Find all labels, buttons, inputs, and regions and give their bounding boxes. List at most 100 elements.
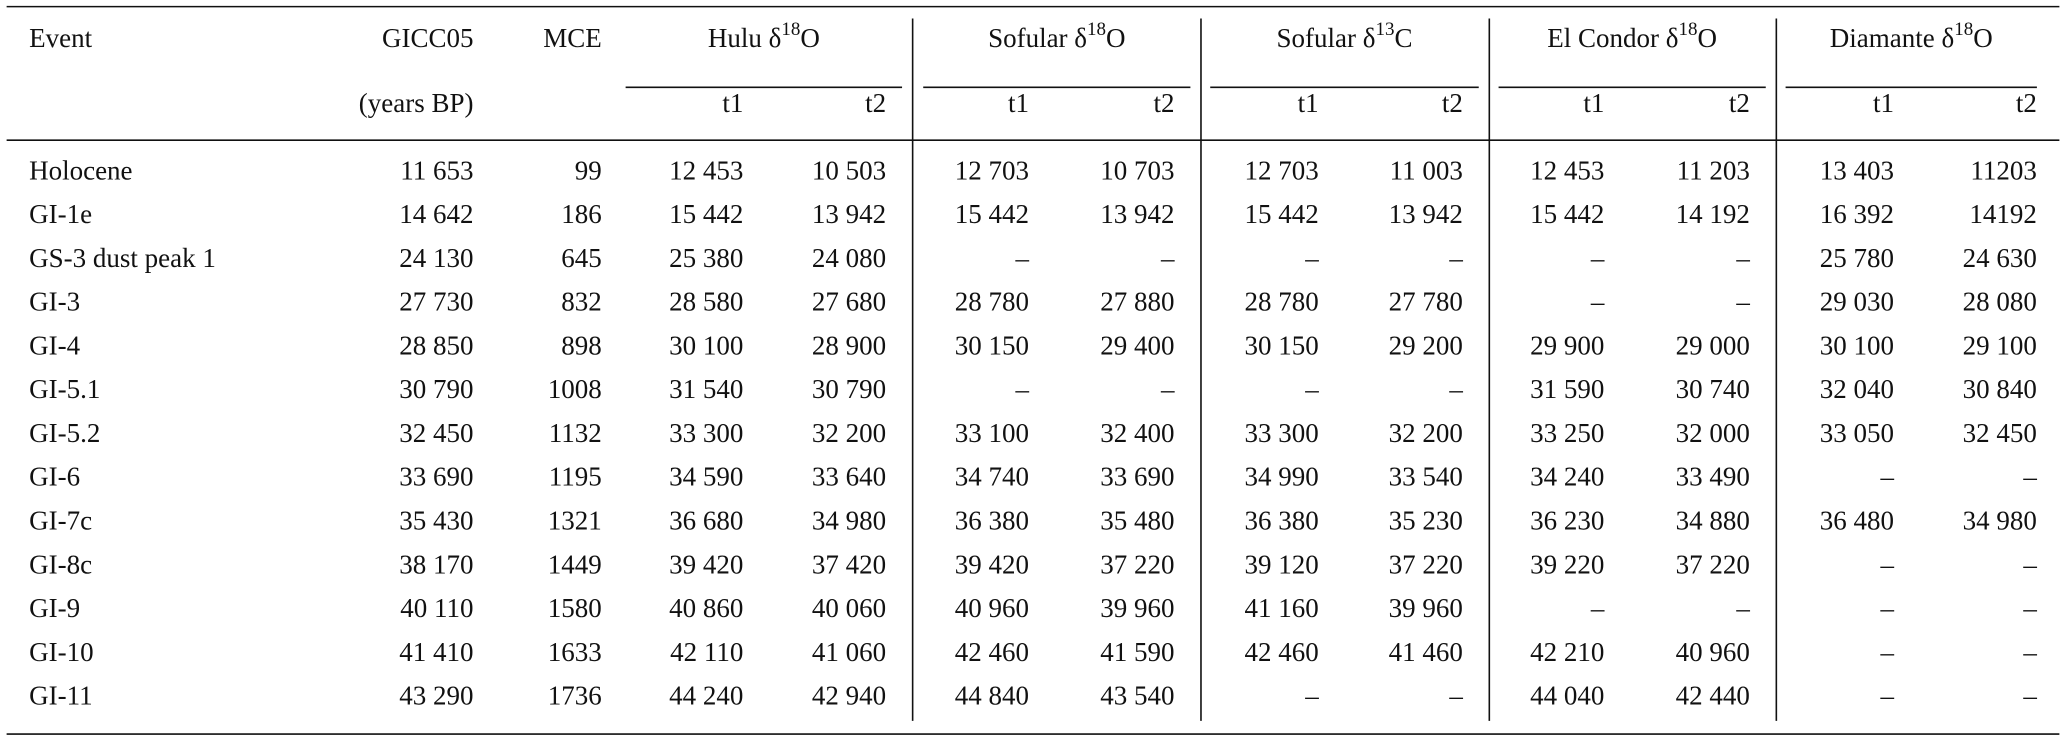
cell-value: 31 590	[1530, 374, 1604, 404]
event-name: GI-5.1	[29, 374, 100, 404]
cell-value: 33 690	[1100, 462, 1174, 492]
cell-value: 33 100	[955, 418, 1029, 448]
cell-value: 36 380	[1244, 506, 1318, 536]
group-header: Diamante δ18O	[1830, 19, 1993, 53]
subcolumn-header: t1	[1873, 88, 1894, 118]
cell-value: –	[1735, 593, 1750, 623]
cell-value: –	[1448, 681, 1463, 711]
cell-value: 1633	[548, 637, 602, 667]
isotope-mass: 18	[1087, 19, 1106, 40]
cell-value: 32 000	[1676, 418, 1750, 448]
cell-value: 14192	[1969, 199, 2037, 229]
cell-value: –	[2022, 549, 2037, 579]
cell-value: 42 940	[812, 681, 886, 711]
cell-value: 898	[561, 330, 602, 360]
cell-value: 30 100	[1820, 330, 1894, 360]
cell-value: –	[2022, 462, 2037, 492]
cell-value: 14 192	[1676, 199, 1750, 229]
event-name: GI-3	[29, 287, 80, 317]
cell-value: 28 900	[812, 330, 886, 360]
cell-value: 27 730	[399, 287, 473, 317]
cell-value: 29 100	[1963, 330, 2037, 360]
cell-value: 36 230	[1530, 506, 1604, 536]
cell-value: –	[1590, 287, 1605, 317]
cell-value: –	[1590, 243, 1605, 273]
event-name: GI-4	[29, 330, 80, 360]
column-header: MCE	[543, 23, 602, 53]
cell-value: 39 420	[669, 549, 743, 579]
cell-value: 32 040	[1820, 374, 1894, 404]
subcolumn-header: t1	[722, 88, 743, 118]
cell-value: 10 703	[1100, 155, 1174, 185]
cell-value: 28 850	[399, 330, 473, 360]
cell-value: 30 840	[1963, 374, 2037, 404]
cell-value: 1449	[548, 549, 602, 579]
cell-value: 40 960	[1676, 637, 1750, 667]
cell-value: –	[2022, 593, 2037, 623]
cell-value: 15 442	[669, 199, 743, 229]
cell-value: 11 653	[400, 155, 473, 185]
event-name: GI-10	[29, 637, 93, 667]
cell-value: 29 900	[1530, 330, 1604, 360]
cell-value: 24 130	[399, 243, 473, 273]
isotope-element: O	[1106, 23, 1126, 53]
subcolumn-header: t2	[2016, 88, 2037, 118]
cell-value: 41 590	[1100, 637, 1174, 667]
group-name: El Condor δ	[1547, 23, 1678, 53]
cell-value: 33 640	[812, 462, 886, 492]
cell-value: 41 060	[812, 637, 886, 667]
cell-value: 30 150	[955, 330, 1029, 360]
cell-value: –	[1590, 593, 1605, 623]
isotope-element: O	[1698, 23, 1718, 53]
cell-value: 40 860	[669, 593, 743, 623]
cell-value: 30 740	[1676, 374, 1750, 404]
cell-value: 28 080	[1963, 287, 2037, 317]
cell-value: 38 170	[399, 549, 473, 579]
cell-value: 36 380	[955, 506, 1029, 536]
cell-value: 1132	[549, 418, 602, 448]
cell-value: 28 780	[1244, 287, 1318, 317]
cell-value: 42 440	[1676, 681, 1750, 711]
cell-value: 29 000	[1676, 330, 1750, 360]
group-header: El Condor δ18O	[1547, 19, 1717, 53]
cell-value: 10 503	[812, 155, 886, 185]
cell-value: 34 990	[1244, 462, 1318, 492]
cell-value: –	[1880, 593, 1895, 623]
cell-value: –	[1304, 374, 1319, 404]
cell-value: –	[1880, 549, 1895, 579]
cell-value: 13 942	[1389, 199, 1463, 229]
cell-value: 34 590	[669, 462, 743, 492]
cell-value: 39 220	[1530, 549, 1604, 579]
cell-value: 13 403	[1820, 155, 1894, 185]
event-name: GS-3 dust peak 1	[29, 243, 216, 273]
event-name: GI-6	[29, 462, 80, 492]
cell-value: –	[2022, 637, 2037, 667]
cell-value: –	[1735, 243, 1750, 273]
cell-value: 33 250	[1530, 418, 1604, 448]
subcolumn-header: t2	[1442, 88, 1463, 118]
cell-value: –	[1448, 243, 1463, 273]
cell-value: 39 960	[1389, 593, 1463, 623]
cell-value: 27 880	[1100, 287, 1174, 317]
cell-value: 37 420	[812, 549, 886, 579]
isotope-mass: 18	[1679, 19, 1698, 40]
cell-value: 33 490	[1676, 462, 1750, 492]
subcolumn-header: t1	[1298, 88, 1319, 118]
cell-value: 33 540	[1389, 462, 1463, 492]
isotope-mass: 18	[1954, 19, 1973, 40]
column-header: GICC05	[382, 23, 474, 53]
cell-value: 35 430	[399, 506, 473, 536]
cell-value: –	[1160, 243, 1175, 273]
cell-value: 44 040	[1530, 681, 1604, 711]
cell-value: 12 453	[1530, 155, 1604, 185]
cell-value: 16 392	[1820, 199, 1894, 229]
event-name: GI-7c	[29, 506, 92, 536]
subcolumn-header: t2	[865, 88, 886, 118]
cell-value: 34 980	[812, 506, 886, 536]
cell-value: 29 400	[1100, 330, 1174, 360]
cell-value: 39 420	[955, 549, 1029, 579]
event-name: GI-8c	[29, 549, 92, 579]
cell-value: –	[1160, 374, 1175, 404]
column-unit: (years BP)	[359, 88, 474, 118]
